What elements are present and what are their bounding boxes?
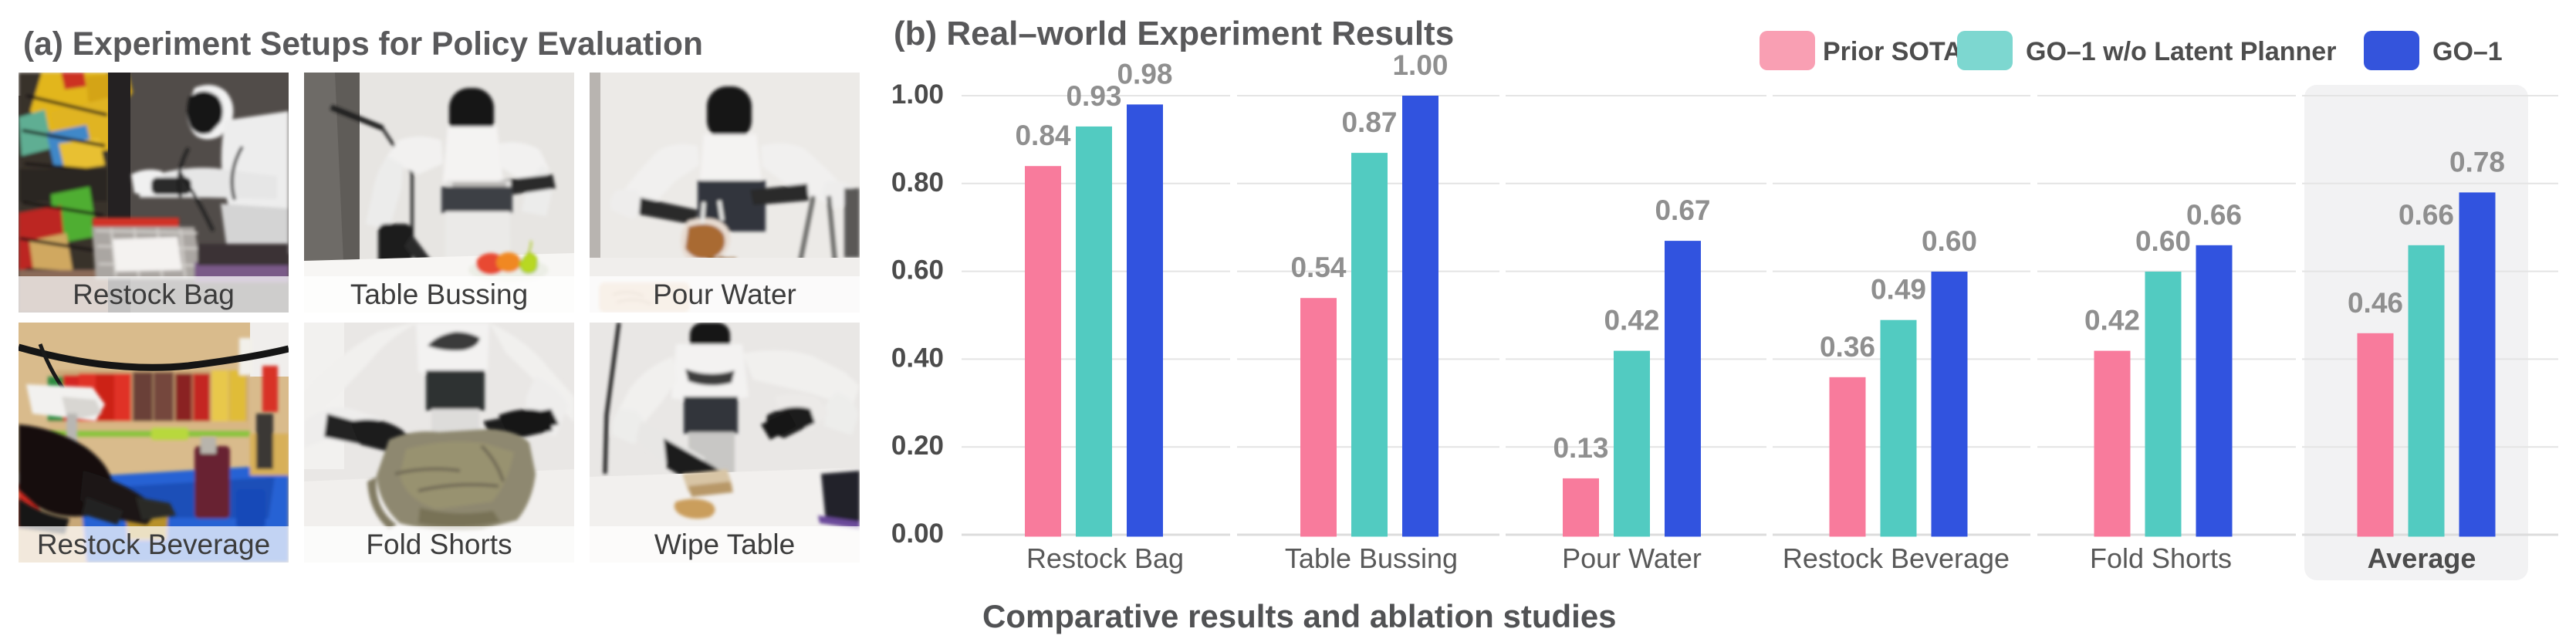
svg-text:0.98: 0.98 xyxy=(1117,58,1172,90)
svg-text:Table Bussing: Table Bussing xyxy=(1285,542,1458,574)
svg-text:GO–1 w/o Latent Planner: GO–1 w/o Latent Planner xyxy=(2026,37,2336,66)
svg-text:Restock Bag: Restock Bag xyxy=(1026,542,1184,574)
svg-text:Fold Shorts: Fold Shorts xyxy=(2090,542,2232,574)
svg-text:0.60: 0.60 xyxy=(891,255,944,286)
svg-text:0.49: 0.49 xyxy=(1871,274,1926,306)
svg-text:0.00: 0.00 xyxy=(891,519,944,549)
svg-text:(a) Experiment Setups for Poli: (a) Experiment Setups for Policy Evaluat… xyxy=(23,26,703,63)
svg-text:Restock Bag: Restock Bag xyxy=(73,279,235,310)
svg-text:Table Bussing: Table Bussing xyxy=(350,279,528,310)
svg-text:0.60: 0.60 xyxy=(2135,225,2191,257)
svg-text:0.84: 0.84 xyxy=(1015,120,1070,151)
svg-text:0.20: 0.20 xyxy=(891,431,944,461)
svg-text:0.66: 0.66 xyxy=(2399,199,2454,231)
svg-text:Restock Beverage: Restock Beverage xyxy=(37,529,270,560)
svg-text:0.87: 0.87 xyxy=(1341,106,1397,138)
svg-text:1.00: 1.00 xyxy=(1392,49,1448,81)
svg-text:GO–1: GO–1 xyxy=(2432,37,2503,66)
svg-text:0.67: 0.67 xyxy=(1655,194,1710,226)
svg-text:(b) Real–world Experiment Resu: (b) Real–world Experiment Results xyxy=(894,15,1454,52)
svg-text:0.54: 0.54 xyxy=(1290,252,1346,283)
svg-text:Wipe Table: Wipe Table xyxy=(654,529,795,560)
svg-text:Comparative results and ablati: Comparative results and ablation studies xyxy=(982,598,1617,634)
svg-text:Prior SOTA: Prior SOTA xyxy=(1823,37,1962,66)
svg-text:0.36: 0.36 xyxy=(1820,331,1875,363)
svg-text:Fold Shorts: Fold Shorts xyxy=(366,529,512,560)
svg-text:0.78: 0.78 xyxy=(2449,146,2505,177)
svg-text:0.60: 0.60 xyxy=(1922,225,1977,257)
svg-text:Restock Beverage: Restock Beverage xyxy=(1783,542,2010,574)
svg-text:1.00: 1.00 xyxy=(891,79,944,110)
svg-text:Average: Average xyxy=(2368,542,2476,574)
svg-text:Pour Water: Pour Water xyxy=(653,279,796,310)
svg-text:Pour Water: Pour Water xyxy=(1562,542,1702,574)
svg-text:0.93: 0.93 xyxy=(1066,80,1121,112)
svg-text:0.66: 0.66 xyxy=(2186,199,2242,231)
svg-text:0.42: 0.42 xyxy=(2084,305,2140,336)
svg-text:0.13: 0.13 xyxy=(1553,432,1608,464)
svg-text:0.46: 0.46 xyxy=(2348,287,2403,319)
svg-text:0.42: 0.42 xyxy=(1604,305,1659,336)
svg-text:0.40: 0.40 xyxy=(891,343,944,373)
svg-text:0.80: 0.80 xyxy=(891,167,944,198)
